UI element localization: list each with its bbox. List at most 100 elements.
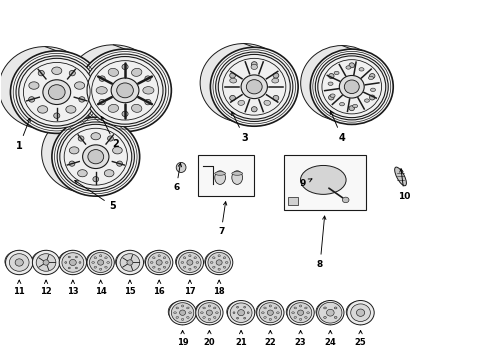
Text: 24: 24 <box>324 330 336 347</box>
Ellipse shape <box>66 106 76 113</box>
Ellipse shape <box>0 46 91 129</box>
Text: 16: 16 <box>153 280 165 296</box>
Ellipse shape <box>75 267 77 269</box>
Ellipse shape <box>225 262 227 263</box>
Ellipse shape <box>186 316 189 318</box>
Ellipse shape <box>107 136 113 141</box>
Text: 20: 20 <box>203 330 215 347</box>
Ellipse shape <box>300 46 383 121</box>
Ellipse shape <box>152 266 155 268</box>
Ellipse shape <box>299 305 301 307</box>
Ellipse shape <box>243 317 245 319</box>
Ellipse shape <box>188 268 191 270</box>
Ellipse shape <box>87 57 163 124</box>
Ellipse shape <box>339 76 364 98</box>
Text: 17: 17 <box>183 280 195 296</box>
Ellipse shape <box>236 317 238 319</box>
Ellipse shape <box>99 76 105 81</box>
Ellipse shape <box>198 303 220 323</box>
Ellipse shape <box>41 113 129 192</box>
Text: 1: 1 <box>16 118 30 151</box>
Ellipse shape <box>106 262 109 263</box>
Ellipse shape <box>356 309 364 316</box>
Ellipse shape <box>251 62 257 67</box>
Ellipse shape <box>344 80 359 94</box>
Ellipse shape <box>122 111 128 117</box>
Ellipse shape <box>108 68 118 76</box>
Ellipse shape <box>176 307 178 309</box>
Ellipse shape <box>346 301 370 322</box>
Ellipse shape <box>10 51 103 134</box>
Ellipse shape <box>223 257 225 259</box>
Ellipse shape <box>316 301 343 325</box>
Ellipse shape <box>246 80 262 94</box>
Ellipse shape <box>87 250 114 275</box>
Ellipse shape <box>208 305 210 307</box>
Ellipse shape <box>181 318 183 320</box>
Ellipse shape <box>208 318 210 320</box>
Ellipse shape <box>82 145 109 168</box>
Ellipse shape <box>86 251 111 272</box>
Ellipse shape <box>328 95 333 100</box>
Ellipse shape <box>263 307 266 309</box>
Ellipse shape <box>285 301 310 322</box>
Ellipse shape <box>116 250 143 275</box>
Text: 23: 23 <box>294 330 306 347</box>
Ellipse shape <box>229 78 236 83</box>
Ellipse shape <box>348 63 354 68</box>
Ellipse shape <box>173 312 176 314</box>
Ellipse shape <box>200 312 203 314</box>
Ellipse shape <box>205 250 232 275</box>
Ellipse shape <box>74 82 84 89</box>
Text: 12: 12 <box>40 280 52 296</box>
Ellipse shape <box>186 260 192 265</box>
Ellipse shape <box>104 170 114 177</box>
Ellipse shape <box>196 262 198 263</box>
Ellipse shape <box>108 104 118 112</box>
Ellipse shape <box>195 301 219 322</box>
Ellipse shape <box>326 309 333 316</box>
Ellipse shape <box>96 87 107 94</box>
Text: 8: 8 <box>316 216 325 269</box>
Ellipse shape <box>75 256 77 258</box>
Ellipse shape <box>117 83 133 98</box>
Ellipse shape <box>142 87 154 94</box>
Ellipse shape <box>274 316 276 318</box>
Ellipse shape <box>218 255 220 257</box>
Ellipse shape <box>122 64 128 69</box>
Ellipse shape <box>131 104 142 112</box>
Ellipse shape <box>79 97 85 102</box>
Ellipse shape <box>104 257 107 259</box>
Ellipse shape <box>144 99 151 105</box>
Ellipse shape <box>291 312 294 314</box>
Ellipse shape <box>79 262 81 263</box>
Text: 10: 10 <box>397 169 410 201</box>
Text: 25: 25 <box>354 330 366 347</box>
Ellipse shape <box>112 147 122 154</box>
Ellipse shape <box>163 266 165 268</box>
Ellipse shape <box>59 250 86 275</box>
Ellipse shape <box>176 162 185 172</box>
Ellipse shape <box>215 52 292 121</box>
Ellipse shape <box>348 106 354 111</box>
Ellipse shape <box>200 44 287 122</box>
Ellipse shape <box>117 161 122 166</box>
Ellipse shape <box>131 68 142 76</box>
Ellipse shape <box>36 254 56 271</box>
Ellipse shape <box>93 176 99 182</box>
Ellipse shape <box>227 301 254 325</box>
Ellipse shape <box>369 95 374 100</box>
Ellipse shape <box>274 307 276 309</box>
Text: 22: 22 <box>264 330 276 347</box>
Ellipse shape <box>89 252 112 273</box>
Ellipse shape <box>214 171 225 184</box>
Ellipse shape <box>9 254 29 271</box>
Ellipse shape <box>94 257 97 259</box>
Ellipse shape <box>352 104 357 108</box>
Ellipse shape <box>19 58 95 126</box>
Ellipse shape <box>16 56 97 129</box>
Ellipse shape <box>176 250 203 275</box>
Ellipse shape <box>229 95 235 100</box>
Ellipse shape <box>99 268 102 270</box>
Ellipse shape <box>69 161 75 166</box>
